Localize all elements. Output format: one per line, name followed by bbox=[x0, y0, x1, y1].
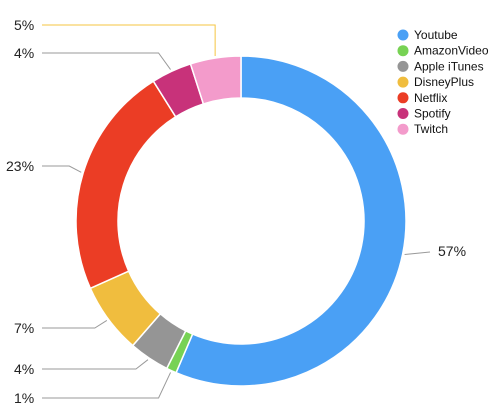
legend-swatch-apple-itunes bbox=[397, 60, 409, 72]
leader-line-netflix bbox=[42, 165, 82, 173]
leader-line-twitch bbox=[42, 24, 216, 57]
legend-label-spotify: Spotify bbox=[414, 107, 451, 121]
slice-youtube bbox=[175, 55, 407, 387]
legend-label-apple-itunes: Apple iTunes bbox=[414, 59, 484, 73]
percent-label-amazonvideo: 1% bbox=[14, 390, 34, 406]
leader-line-youtube bbox=[404, 251, 431, 256]
slice-twitch bbox=[189, 55, 242, 105]
percent-label-apple-itunes: 4% bbox=[14, 361, 34, 377]
percent-label-twitch: 5% bbox=[14, 17, 34, 33]
legend-item-amazonvideo: AmazonVideo bbox=[397, 44, 489, 58]
legend-swatch-spotify bbox=[397, 108, 409, 119]
legend-item-spotify: Spotify bbox=[397, 107, 451, 121]
leader-line-spotify bbox=[42, 52, 171, 70]
legend-swatch-disneyplus bbox=[397, 76, 409, 88]
legend-label-netflix: Netflix bbox=[414, 91, 447, 105]
legend-swatch-amazonvideo bbox=[397, 45, 409, 57]
legend-item-apple-itunes: Apple iTunes bbox=[397, 59, 484, 73]
legend-label-twitch: Twitch bbox=[414, 122, 448, 136]
legend-swatch-youtube bbox=[397, 29, 409, 41]
legend-swatch-netflix bbox=[397, 92, 409, 104]
percent-label-disneyplus: 7% bbox=[14, 320, 34, 336]
percent-label-youtube: 57% bbox=[438, 243, 466, 259]
legend-label-amazonvideo: AmazonVideo bbox=[414, 44, 489, 58]
legend-item-twitch: Twitch bbox=[397, 122, 448, 136]
legend-swatch-twitch bbox=[397, 123, 409, 135]
label-leader-lines bbox=[42, 24, 431, 399]
legend-item-netflix: Netflix bbox=[397, 91, 447, 105]
slice-netflix bbox=[75, 80, 177, 290]
leader-line-amazonvideo bbox=[42, 372, 172, 399]
percent-label-netflix: 23% bbox=[6, 158, 34, 174]
leader-line-disneyplus bbox=[42, 319, 108, 329]
legend-label-disneyplus: DisneyPlus bbox=[414, 75, 474, 89]
donut-slices bbox=[75, 55, 407, 387]
legend-item-youtube: Youtube bbox=[397, 28, 458, 42]
legend-item-disneyplus: DisneyPlus bbox=[397, 75, 474, 89]
percent-labels: 57% 1% 4% 7% 23% 4% 5% bbox=[6, 17, 466, 406]
leader-line-apple-itunes bbox=[42, 359, 149, 370]
percent-label-spotify: 4% bbox=[14, 45, 34, 61]
legend-label-youtube: Youtube bbox=[414, 28, 458, 42]
